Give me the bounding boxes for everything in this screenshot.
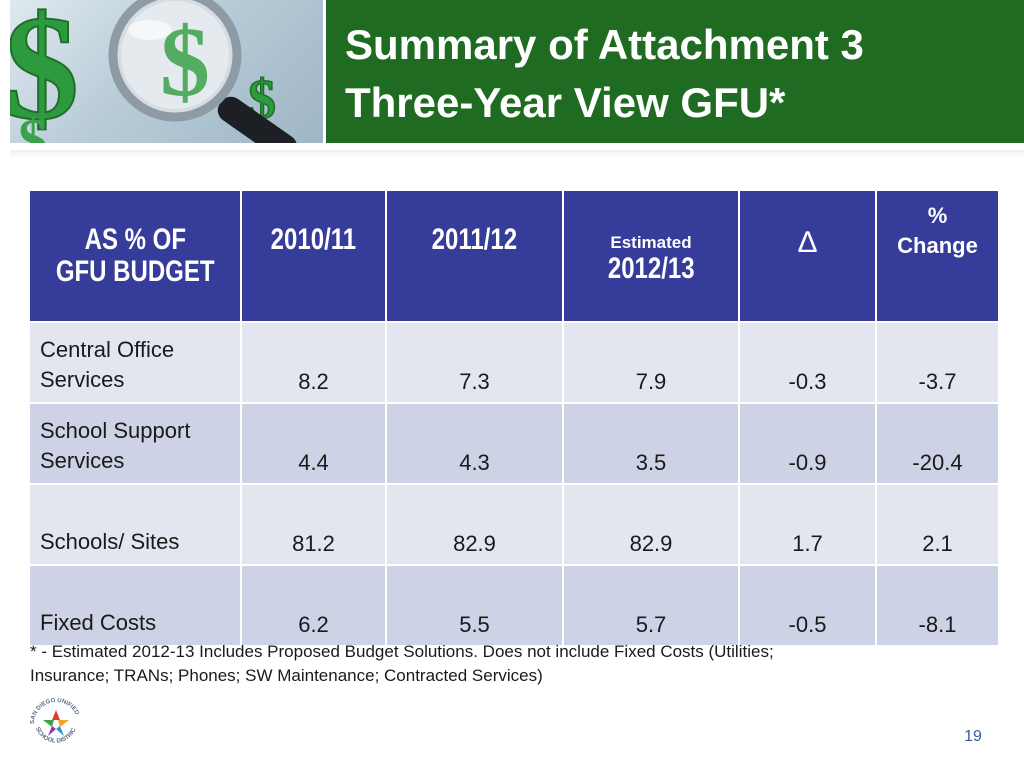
svg-text:$: $ [10, 0, 79, 143]
slide-title-line2: Three-Year View GFU* [345, 79, 786, 126]
row-label-line: Central Office [40, 337, 175, 362]
cell-delta: -0.5 [738, 564, 877, 647]
table-row: Fixed Costs 6.2 5.5 5.7 -0.5 -8.1 [28, 564, 1000, 647]
gfu-summary-table: AS % OF GFU BUDGET 2010/11 2011/12 Estim… [28, 189, 1000, 647]
cell-percent-change: -3.7 [875, 321, 1000, 404]
cell-2011-12: 7.3 [385, 321, 564, 404]
cell-delta: 1.7 [738, 483, 877, 566]
svg-text:$: $ [160, 6, 210, 117]
footnote-line2: Insurance; TRANs; Phones; SW Maintenance… [30, 666, 543, 685]
magnifying-glass-icon: $ [108, 0, 298, 143]
table-row: Central Office Services 8.2 7.3 7.9 -0.3… [28, 321, 1000, 404]
dollar-magnifier-illustration: $ $ $ $ [10, 0, 298, 143]
header-label: AS % OF GFU BUDGET [28, 189, 242, 323]
header-year-2012-13: 2012/13 [607, 252, 695, 285]
cell-2010-11: 6.2 [240, 564, 387, 647]
cell-2012-13: 7.9 [562, 321, 740, 404]
header-label-line1: AS % OF [84, 223, 186, 256]
cell-delta: -0.9 [738, 402, 877, 485]
star-logo-icon [43, 710, 69, 736]
footnote: * - Estimated 2012-13 Includes Proposed … [30, 640, 990, 688]
cell-percent-change: -8.1 [875, 564, 1000, 647]
page-number: 19 [964, 728, 982, 745]
dollar-sign-icon: $ [18, 107, 48, 143]
dollar-sign-icon: $ [10, 0, 80, 143]
cell-percent-change: 2.1 [875, 483, 1000, 566]
svg-text:$: $ [18, 107, 48, 143]
header-2011-12: 2011/12 [385, 189, 564, 323]
header-year-2011-12: 2011/12 [431, 223, 518, 256]
row-label: Central Office Services [28, 321, 242, 404]
district-logo: SAN DIEGO UNIFIED SCHOOL DISTRICT [24, 690, 80, 745]
header-2010-11: 2010/11 [240, 189, 387, 323]
cell-percent-change: -20.4 [875, 402, 1000, 485]
cell-2010-11: 8.2 [240, 321, 387, 404]
cell-2011-12: 5.5 [385, 564, 564, 647]
cell-delta: -0.3 [738, 321, 877, 404]
svg-text:SAN DIEGO UNIFIED: SAN DIEGO UNIFIED [30, 698, 80, 724]
cell-2012-13: 5.7 [562, 564, 740, 647]
cell-2010-11: 4.4 [240, 402, 387, 485]
header-estimated-2012-13: Estimated 2012/13 [562, 189, 740, 323]
divider-band [10, 150, 1024, 158]
row-label: Fixed Costs [28, 564, 242, 647]
header-change-label: Change [897, 233, 978, 258]
header-label-line2: GFU BUDGET [55, 255, 215, 288]
cell-2010-11: 81.2 [240, 483, 387, 566]
header-percent-change: % Change [875, 189, 1000, 323]
row-label-line: School Support [40, 418, 191, 443]
header-image: $ $ $ $ [10, 0, 323, 143]
header-estimated-label: Estimated [610, 233, 692, 252]
header-percent-symbol: % [927, 203, 948, 228]
row-label: School Support Services [28, 402, 242, 485]
row-label-line: Services [40, 448, 125, 473]
table-row: Schools/ Sites 81.2 82.9 82.9 1.7 2.1 [28, 483, 1000, 566]
header-delta: ∆ [738, 189, 877, 323]
footnote-line1: * - Estimated 2012-13 Includes Proposed … [30, 642, 774, 661]
row-label-line: Services [40, 367, 125, 392]
table-row: School Support Services 4.4 4.3 3.5 -0.9… [28, 402, 1000, 485]
delta-icon: ∆ [798, 226, 817, 259]
cell-2011-12: 4.3 [385, 402, 564, 485]
slide-title-line1: Summary of Attachment 3 [345, 21, 864, 68]
cell-2012-13: 3.5 [562, 402, 740, 485]
title-band [326, 0, 1024, 143]
row-label: Schools/ Sites [28, 483, 242, 566]
cell-2012-13: 82.9 [562, 483, 740, 566]
cell-2011-12: 82.9 [385, 483, 564, 566]
header-year-2010-11: 2010/11 [270, 223, 357, 256]
table-header-row: AS % OF GFU BUDGET 2010/11 2011/12 Estim… [28, 189, 1000, 323]
